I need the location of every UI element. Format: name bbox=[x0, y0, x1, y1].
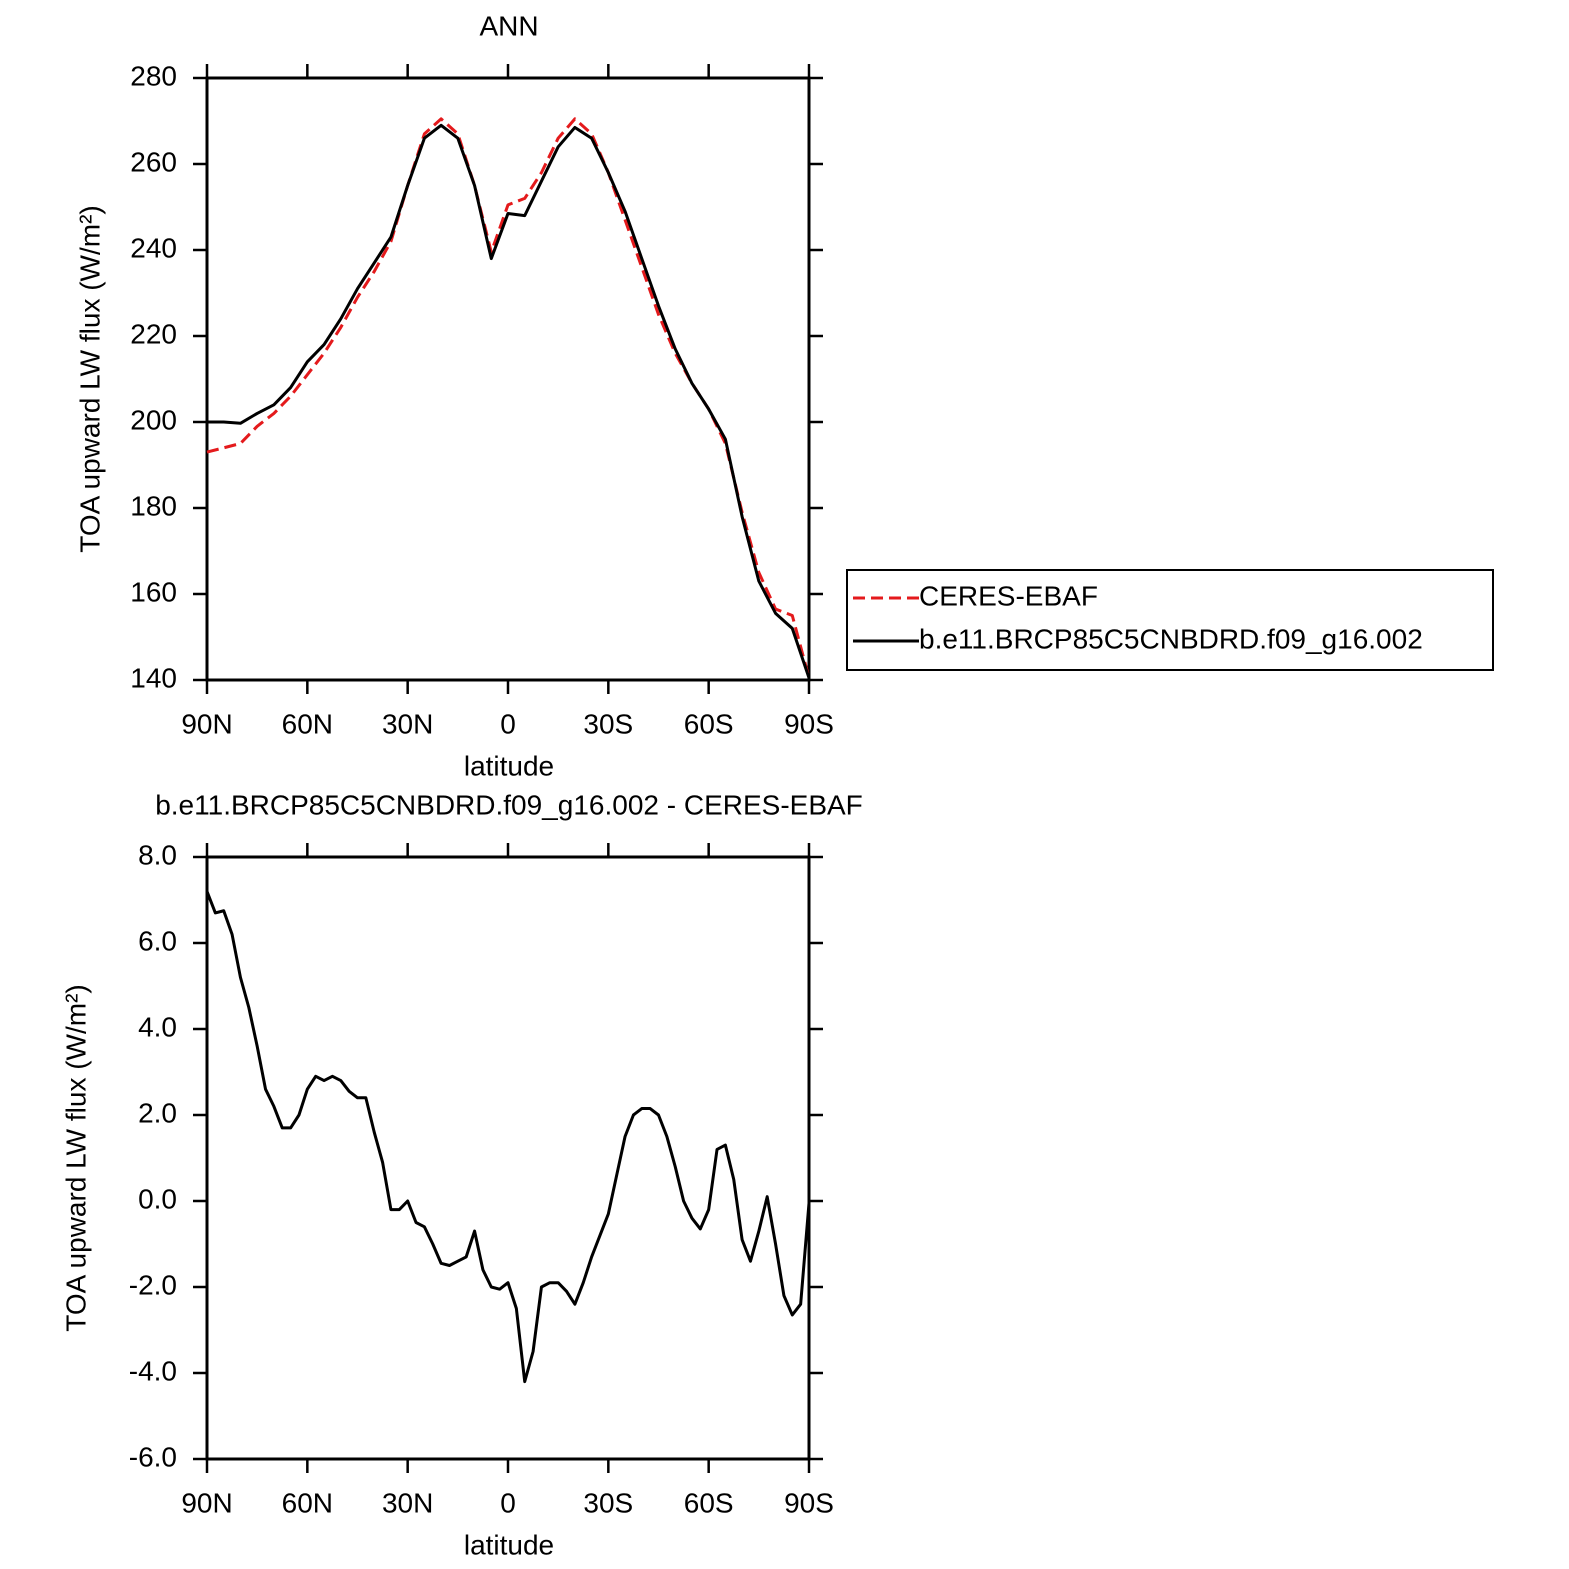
legend-box bbox=[846, 569, 1494, 671]
y-tick-label: 260 bbox=[130, 146, 177, 177]
x-tick-label: 60S bbox=[684, 1487, 734, 1518]
y-tick-label: 160 bbox=[130, 576, 177, 607]
x-tick-label: 60S bbox=[684, 708, 734, 739]
x-tick-label: 30N bbox=[382, 708, 433, 739]
data-line bbox=[207, 123, 811, 679]
y-tick-label: 200 bbox=[130, 404, 177, 435]
x-tick-label: 30S bbox=[583, 1487, 633, 1518]
x-tick-label: 60N bbox=[282, 708, 333, 739]
x-tick-label: 0 bbox=[500, 1487, 516, 1518]
legend-label: b.e11.BRCP85C5CNBDRD.f09_g16.002 bbox=[919, 623, 1423, 654]
x-axis-label: latitude bbox=[464, 1529, 554, 1560]
y-tick-label: -2.0 bbox=[129, 1269, 177, 1300]
x-tick-label: 30S bbox=[583, 708, 633, 739]
x-tick-label: 30N bbox=[382, 1487, 433, 1518]
x-tick-label: 90S bbox=[784, 708, 834, 739]
x-axis-label: latitude bbox=[464, 750, 554, 781]
y-tick-label: 6.0 bbox=[138, 925, 177, 956]
x-tick-label: 90S bbox=[784, 1487, 834, 1518]
y-tick-label: 4.0 bbox=[138, 1011, 177, 1042]
plot-frame bbox=[205, 76, 811, 682]
x-tick-label: 0 bbox=[500, 708, 516, 739]
y-axis-label: TOA upward LW flux (W/m²) bbox=[74, 205, 105, 552]
y-tick-label: -4.0 bbox=[129, 1355, 177, 1386]
y-tick-label: 2.0 bbox=[138, 1097, 177, 1128]
y-tick-label: 140 bbox=[130, 662, 177, 693]
legend-label: CERES-EBAF bbox=[919, 580, 1098, 611]
x-tick-label: 90N bbox=[181, 708, 232, 739]
y-tick-label: 0.0 bbox=[138, 1183, 177, 1214]
y-tick-label: 240 bbox=[130, 232, 177, 263]
data-line bbox=[206, 117, 811, 679]
data-line bbox=[205, 890, 811, 1384]
y-axis-label: TOA upward LW flux (W/m²) bbox=[60, 984, 91, 1331]
chart-title: ANN bbox=[479, 10, 538, 41]
y-tick-label: 8.0 bbox=[138, 839, 177, 870]
y-tick-label: 220 bbox=[130, 318, 177, 349]
y-tick-label: -6.0 bbox=[129, 1441, 177, 1472]
y-tick-label: 180 bbox=[130, 490, 177, 521]
x-tick-label: 90N bbox=[181, 1487, 232, 1518]
y-tick-label: 280 bbox=[130, 60, 177, 91]
x-tick-label: 60N bbox=[282, 1487, 333, 1518]
plot-frame bbox=[205, 855, 811, 1461]
chart-title: b.e11.BRCP85C5CNBDRD.f09_g16.002 - CERES… bbox=[155, 789, 863, 820]
